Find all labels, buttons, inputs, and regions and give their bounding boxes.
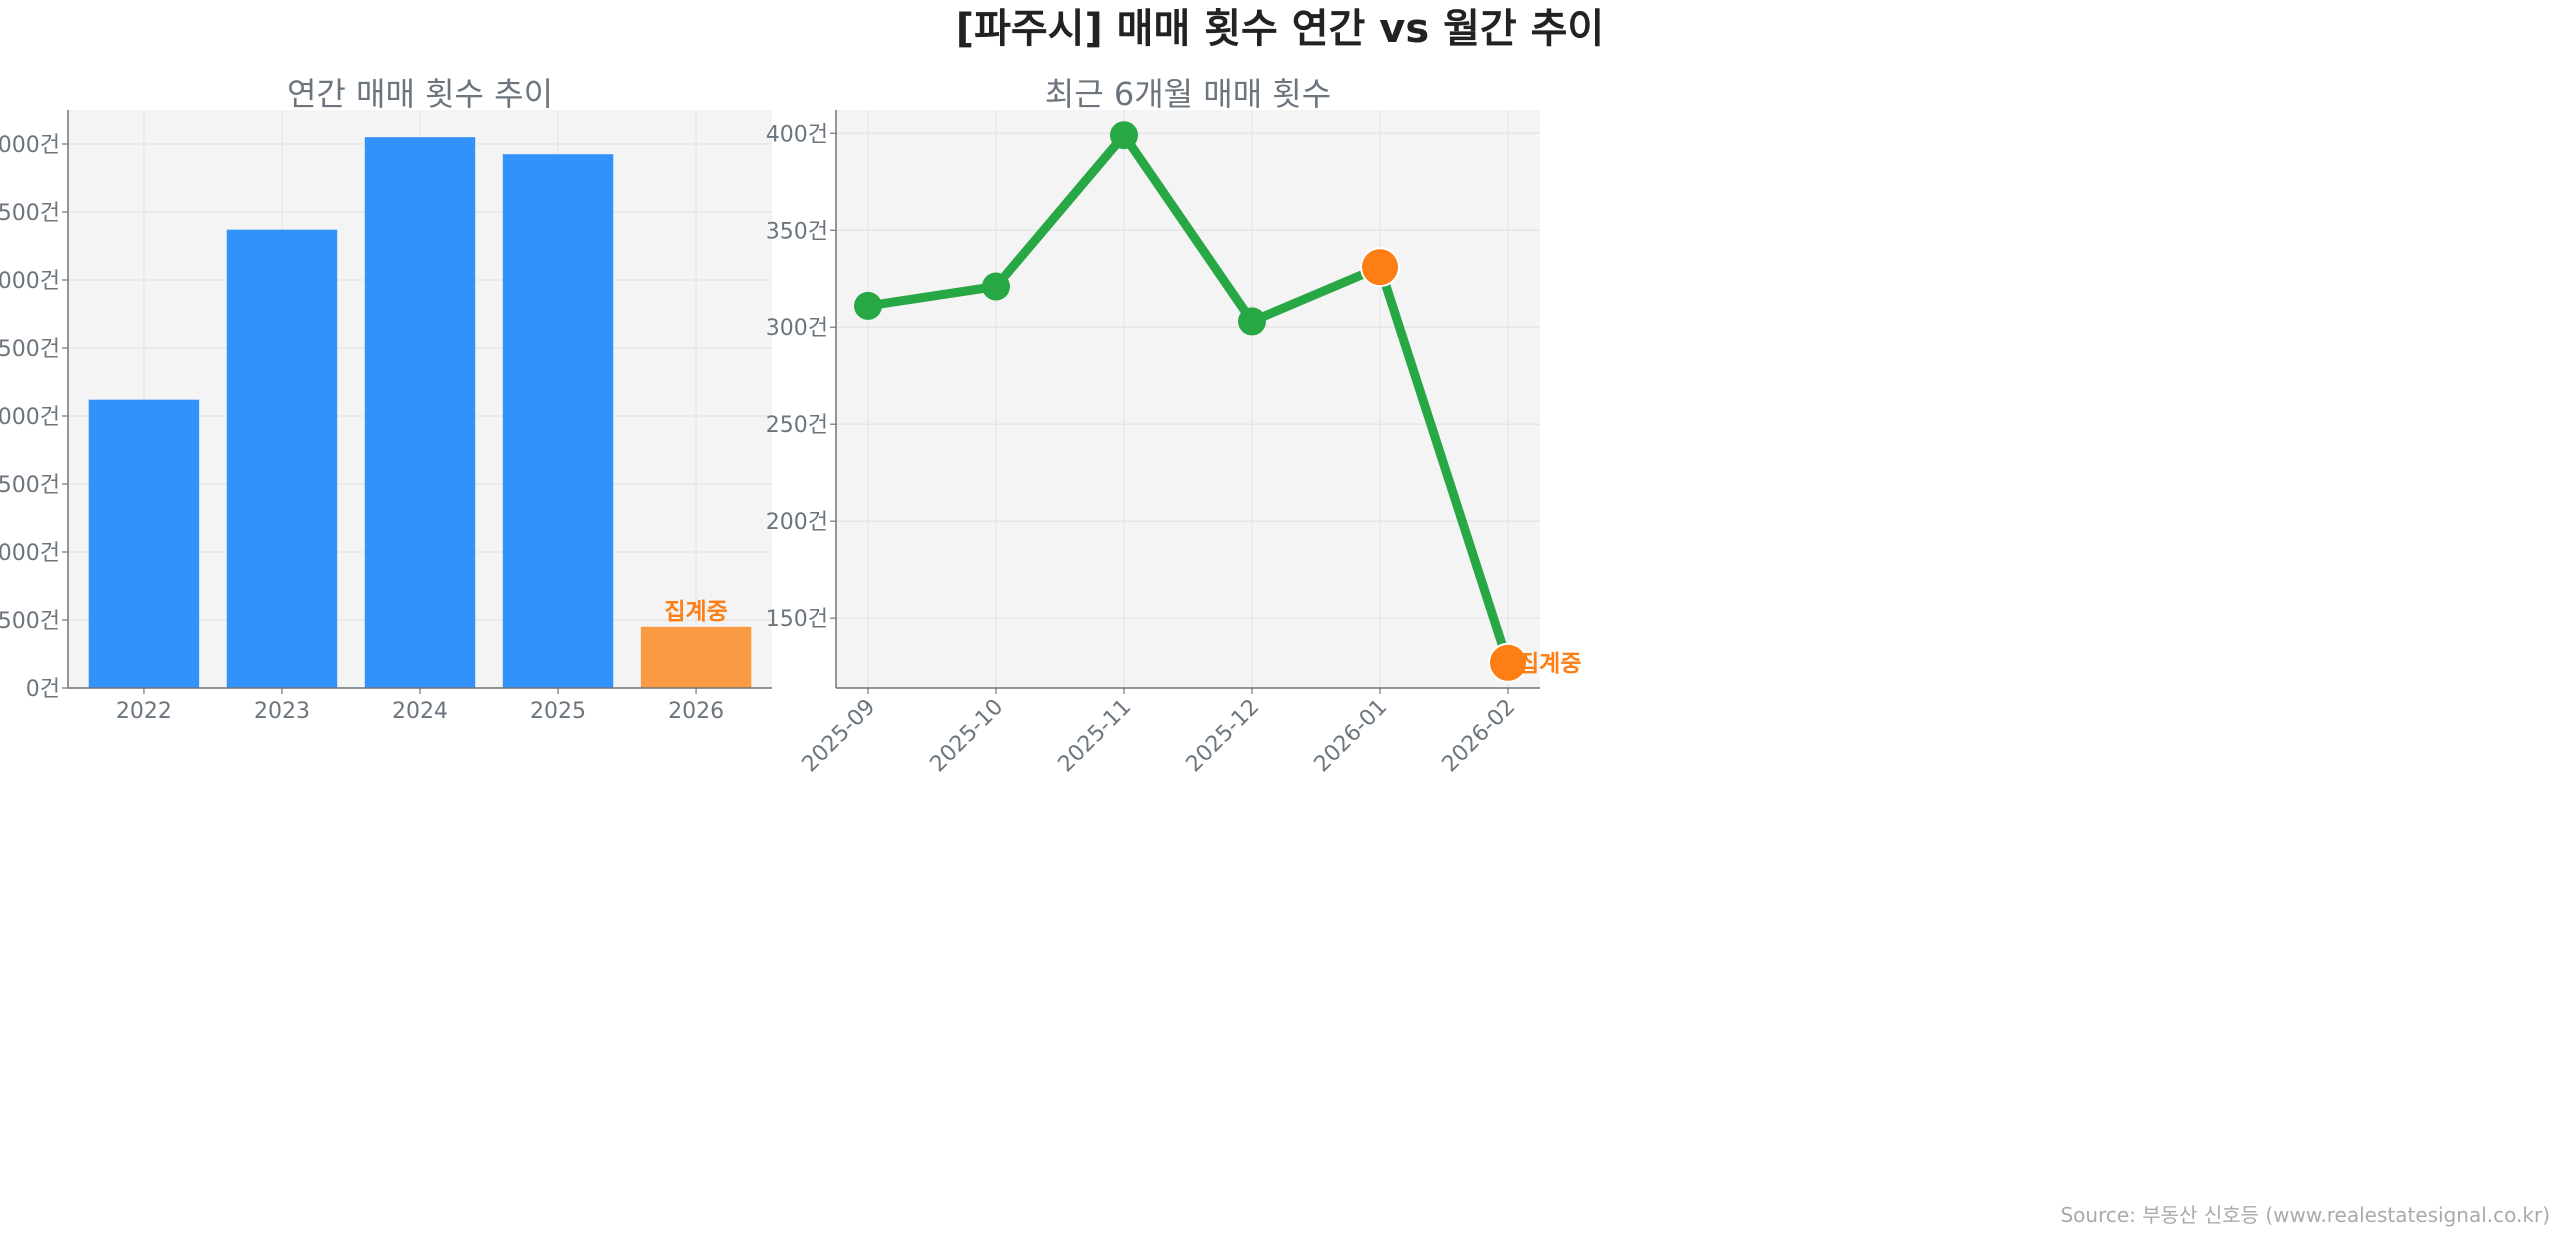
y-tick-label: 2,000건 xyxy=(0,405,60,430)
bar-2026 xyxy=(640,626,752,688)
y-tick-label: 0건 xyxy=(26,677,60,702)
x-tick-label: 2026-01 xyxy=(1310,695,1393,778)
y-tick-label: 1,500건 xyxy=(0,473,60,498)
x-tick-label: 2025-12 xyxy=(1182,695,1265,778)
x-tick-label: 2025 xyxy=(530,699,586,724)
bar-2025 xyxy=(502,154,614,688)
data-point-2025-09 xyxy=(854,291,882,320)
y-tick-label: 400건 xyxy=(766,122,828,147)
x-tick-label: 2025-09 xyxy=(798,695,881,778)
data-point-2026-02 xyxy=(1488,642,1528,683)
y-tick-label: 3,000건 xyxy=(0,269,60,294)
x-tick-label: 2026 xyxy=(668,699,724,724)
y-tick-label: 3,500건 xyxy=(0,201,60,226)
y-tick-label: 250건 xyxy=(766,413,828,438)
y-tick-label: 4,000건 xyxy=(0,133,60,158)
x-tick-label: 2022 xyxy=(116,699,172,724)
x-tick-label: 2024 xyxy=(392,699,448,724)
x-tick-label: 2026-02 xyxy=(1438,695,1521,778)
source-text: Source: 부동산 신호등 (www.realestatesignal.co… xyxy=(2060,1203,2550,1227)
data-point-2026-01 xyxy=(1360,247,1400,288)
y-tick-label: 500건 xyxy=(0,609,60,634)
line-chart: 150건 200건 250건 300건 350건 400건 2025-09 2025-10 20… xyxy=(766,110,1581,778)
partial-annotation: 집계중 xyxy=(1518,651,1581,677)
x-tick-label: 2023 xyxy=(254,699,310,724)
bar-chart: 0건 500건 1,000건 1,500건 2,000건 2,500건 3,000건 3,50… xyxy=(0,110,772,724)
series-line xyxy=(867,130,1513,665)
data-point-2025-11 xyxy=(1110,121,1138,150)
y-tick-label: 150건 xyxy=(766,607,828,632)
data-point-2025-12 xyxy=(1238,307,1266,336)
x-tick-label: 2025-11 xyxy=(1054,695,1137,778)
y-tick-label: 1,000건 xyxy=(0,541,60,566)
bar-2023 xyxy=(226,229,338,688)
bar-2022 xyxy=(88,399,200,688)
bar-2024 xyxy=(364,137,476,688)
left-chart-title: 연간 매매 횟수 추이 xyxy=(287,75,553,113)
x-tick-label: 2025-10 xyxy=(926,695,1009,778)
right-chart-title: 최근 6개월 매매 횟수 xyxy=(1045,75,1331,113)
y-tick-label: 350건 xyxy=(766,219,828,244)
y-tick-label: 2,500건 xyxy=(0,337,60,362)
plot-area xyxy=(836,110,1540,688)
partial-annotation: 집계중 xyxy=(664,599,727,625)
y-tick-label: 200건 xyxy=(766,510,828,535)
y-tick-label: 300건 xyxy=(766,316,828,341)
data-point-2025-10 xyxy=(982,272,1010,301)
figure-title: [파주시] 매매 횟수 연간 vs 월간 추이 xyxy=(956,6,1604,52)
